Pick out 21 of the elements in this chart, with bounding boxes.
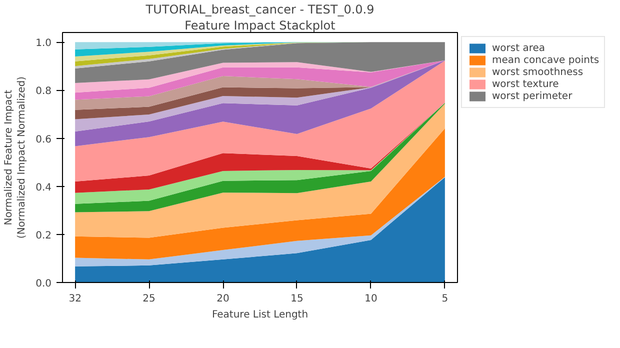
y-tick-label: 1.0 bbox=[36, 38, 52, 50]
y-tick-label: 0.8 bbox=[36, 86, 52, 98]
y-tick-label: 0.4 bbox=[36, 182, 52, 194]
x-tick-label: 15 bbox=[290, 294, 304, 304]
chart-subtitle: Feature Impact Stackplot bbox=[184, 18, 336, 32]
legend-label: worst perimeter bbox=[492, 90, 572, 102]
x-tick-label: 20 bbox=[216, 294, 230, 304]
chart-title: TUTORIAL_breast_cancer - TEST_0.0.9 bbox=[144, 2, 374, 16]
y-tick-label: 0.2 bbox=[36, 230, 52, 242]
legend-label: worst smoothness bbox=[492, 66, 584, 78]
x-tick-label: 10 bbox=[364, 294, 378, 304]
y-tick-label: 0.0 bbox=[36, 278, 52, 290]
legend-label: worst texture bbox=[492, 78, 559, 90]
x-tick-label: 32 bbox=[68, 294, 82, 304]
y-tick-label: 0.6 bbox=[36, 134, 52, 146]
x-tick-label: 25 bbox=[142, 294, 156, 304]
x-tick-label: 5 bbox=[442, 294, 448, 304]
y-axis-title: Normalized Feature Impact (Normalized Impact Normalized) bbox=[3, 76, 28, 239]
x-axis-title: Feature List Length bbox=[212, 310, 308, 320]
legend-label: worst area bbox=[492, 42, 546, 54]
legend-label: mean concave points bbox=[492, 54, 600, 66]
